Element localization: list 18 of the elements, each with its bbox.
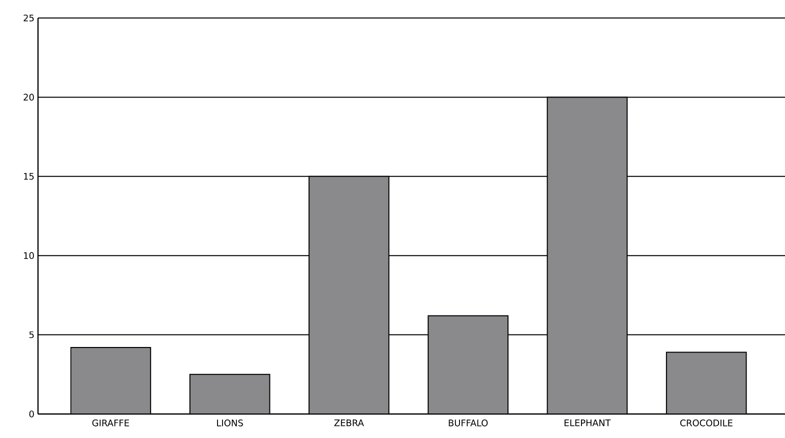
y-tick-label: 5 — [29, 331, 34, 338]
x-tick-label: GIRAFFE — [92, 420, 129, 426]
y-tick-label: 10 — [24, 252, 34, 259]
bar — [308, 176, 390, 414]
x-tick-label: LIONS — [217, 420, 243, 426]
x-tick-label: ZEBRA — [334, 420, 364, 426]
y-tick-label: 15 — [24, 173, 34, 180]
x-tick-label: ELEPHANT — [564, 420, 611, 426]
y-tick-label: 0 — [29, 410, 34, 418]
y-tick-label: 25 — [24, 14, 34, 22]
bar — [70, 346, 152, 414]
bar — [428, 315, 509, 414]
bar — [189, 374, 270, 414]
bar — [666, 352, 747, 414]
bar — [546, 96, 628, 414]
x-tick-label: CROCODILE — [680, 420, 732, 426]
x-tick-label: BUFFALO — [448, 420, 488, 426]
y-tick-label: 20 — [24, 94, 34, 101]
